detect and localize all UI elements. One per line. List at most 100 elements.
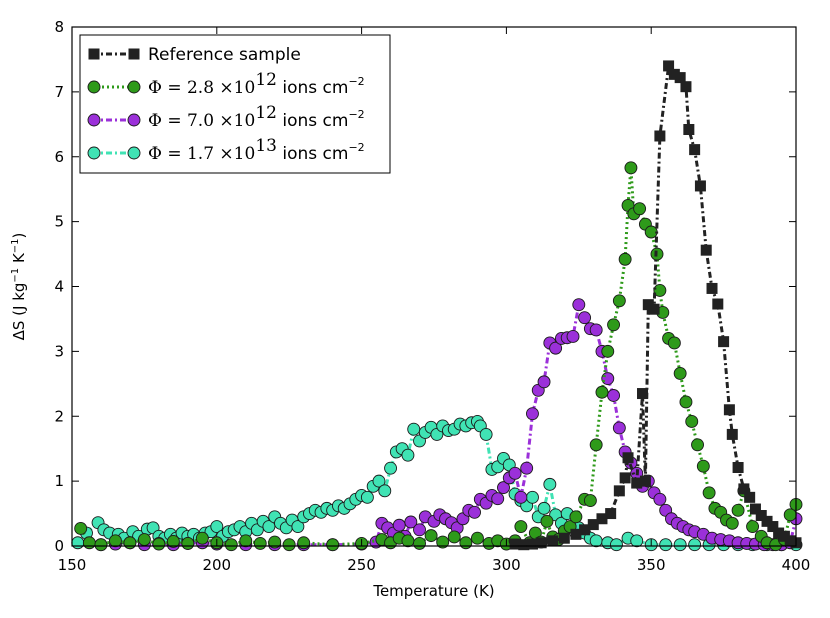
legend-unit-exp: −2 — [348, 141, 364, 154]
data-point — [407, 422, 421, 436]
data-point — [685, 414, 699, 428]
data-point — [674, 72, 686, 84]
data-point — [372, 474, 386, 488]
data-point — [773, 527, 785, 539]
data-point — [569, 510, 583, 524]
data-point — [566, 330, 580, 343]
y-label-base: ΔS (J kg — [10, 283, 28, 341]
data-point — [413, 523, 426, 537]
data-point — [702, 486, 716, 500]
series-0 — [509, 60, 802, 551]
data-point — [583, 494, 597, 508]
legend-marker — [87, 80, 101, 94]
data-point — [547, 535, 559, 547]
data-point — [688, 538, 702, 552]
y-tick-label: 4 — [54, 278, 64, 296]
data-point — [683, 124, 695, 136]
data-point — [784, 535, 796, 547]
legend-marker — [88, 48, 100, 60]
data-point — [578, 311, 592, 325]
y-tick-label: 6 — [54, 148, 64, 166]
data-point — [108, 534, 122, 548]
data-point — [413, 536, 426, 550]
data-point — [224, 538, 238, 552]
y-tick-label: 2 — [54, 407, 64, 425]
legend-unit: ions cm — [277, 78, 348, 98]
legend-exp: 12 — [255, 70, 277, 90]
data-point — [654, 130, 666, 142]
data-point — [239, 534, 253, 548]
data-point — [612, 294, 626, 308]
data-point — [706, 282, 718, 294]
data-point — [360, 490, 374, 504]
x-tick-label: 350 — [637, 556, 666, 574]
data-point — [601, 344, 615, 358]
x-axis-label: Temperature (K) — [372, 582, 494, 600]
data-point — [639, 475, 651, 487]
y-label-mid: K — [10, 252, 28, 268]
data-point — [601, 372, 615, 386]
y-tick-label: 8 — [54, 18, 64, 36]
data-point — [726, 428, 738, 440]
data-point — [659, 538, 673, 552]
data-point — [540, 514, 554, 528]
data-point — [589, 534, 603, 548]
x-tick-label: 400 — [782, 556, 811, 574]
legend-phi: Φ = 1.7 ×10 — [148, 144, 255, 164]
y-label-exp2: −1 — [10, 238, 21, 253]
legend-entry-3: Φ = 1.7 ×1013 ions cm−2 — [87, 136, 365, 164]
data-point — [537, 375, 551, 389]
data-point — [673, 366, 687, 380]
y-tick-label: 5 — [54, 213, 64, 231]
data-point — [631, 477, 643, 489]
data-point — [123, 536, 137, 550]
data-point — [468, 505, 481, 519]
data-point — [570, 528, 582, 540]
data-point — [596, 513, 608, 525]
data-point — [424, 529, 438, 543]
data-point — [326, 538, 340, 552]
legend-marker — [127, 113, 141, 127]
data-point — [497, 481, 510, 495]
data-point — [663, 60, 675, 72]
data-point — [619, 472, 631, 484]
data-point — [470, 531, 484, 545]
data-point — [587, 519, 599, 531]
data-point — [642, 299, 654, 311]
data-point — [689, 144, 701, 156]
data-point — [94, 538, 108, 552]
data-point — [537, 501, 551, 515]
data-point — [691, 438, 704, 452]
x-tick-label: 250 — [347, 556, 376, 574]
data-point — [526, 538, 538, 550]
data-point — [749, 503, 761, 515]
data-point — [459, 536, 473, 550]
data-point — [508, 466, 522, 480]
data-point — [291, 520, 305, 533]
data-point — [518, 539, 530, 551]
data-point — [74, 522, 88, 535]
legend-label: Φ = 7.0 ×1012 ions cm−2 — [148, 103, 365, 131]
data-point — [520, 461, 534, 475]
legend-marker — [87, 146, 101, 160]
data-point — [624, 161, 638, 175]
data-point — [404, 515, 418, 529]
data-point — [514, 520, 528, 533]
data-point — [680, 81, 692, 93]
legend-unit: ions cm — [277, 144, 348, 164]
data-point — [71, 536, 85, 550]
data-point — [549, 341, 563, 355]
data-point — [572, 298, 586, 312]
data-point — [436, 535, 450, 549]
data-point — [447, 530, 461, 544]
x-tick-label: 150 — [58, 556, 87, 574]
legend-marker — [127, 146, 141, 160]
y-label-exp1: −1 — [10, 268, 21, 283]
data-point — [491, 492, 505, 506]
data-point — [82, 536, 96, 550]
legend-phi: Φ = 7.0 ×10 — [148, 111, 255, 131]
data-point — [723, 404, 735, 416]
